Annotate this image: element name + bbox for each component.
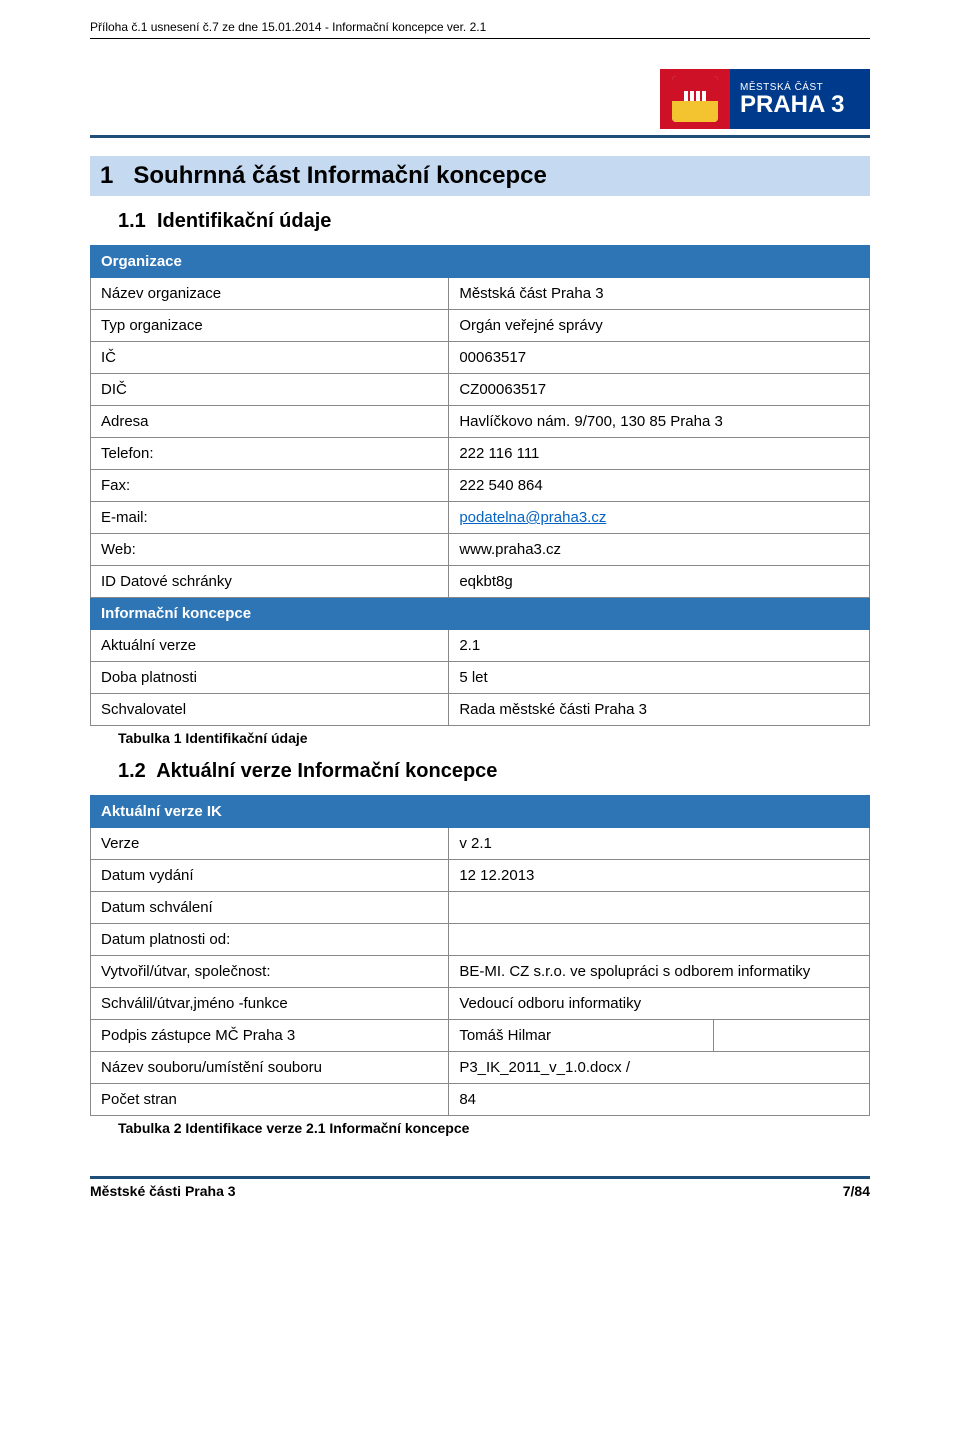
table-row: DIČCZ00063517 <box>91 374 870 406</box>
header-rule <box>90 38 870 39</box>
cell-key: DIČ <box>91 374 449 406</box>
cell-key: IČ <box>91 342 449 374</box>
logo-coat-of-arms <box>660 69 730 129</box>
table-row: ID Datové schránkyeqkbt8g <box>91 566 870 598</box>
current-version-table: Aktuální verze IKVerzev 2.1Datum vydání1… <box>90 795 870 1116</box>
table-row: Doba platnosti5 let <box>91 662 870 694</box>
table-row: Aktuální verze2.1 <box>91 630 870 662</box>
cell-key: Název souboru/umístění souboru <box>91 1052 449 1084</box>
table-row: Datum schválení <box>91 892 870 924</box>
table-row: Schválil/útvar,jméno -funkceVedoucí odbo… <box>91 988 870 1020</box>
cell-key: Počet stran <box>91 1084 449 1116</box>
email-link[interactable]: podatelna@praha3.cz <box>459 509 606 526</box>
cell-key: Schvalovatel <box>91 694 449 726</box>
table-row: Verzev 2.1 <box>91 828 870 860</box>
subsection-number: 1.1 <box>118 210 146 232</box>
identification-table: OrganizaceNázev organizaceMěstská část P… <box>90 245 870 726</box>
cell-key: Název organizace <box>91 278 449 310</box>
logo-title: PRAHA 3 <box>740 93 870 117</box>
table1-caption: Tabulka 1 Identifikační údaje <box>118 730 870 746</box>
table-row: Počet stran84 <box>91 1084 870 1116</box>
cell-value: 12 12.2013 <box>449 860 870 892</box>
cell-value: 5 let <box>449 662 870 694</box>
cell-key: ID Datové schránky <box>91 566 449 598</box>
cell-value <box>449 892 870 924</box>
top-thick-rule <box>90 135 870 138</box>
table-row: Datum platnosti od: <box>91 924 870 956</box>
cell-key: E-mail: <box>91 502 449 534</box>
table-row: Datum vydání12 12.2013 <box>91 860 870 892</box>
table-row: Název souboru/umístění souboruP3_IK_2011… <box>91 1052 870 1084</box>
cell-key: Adresa <box>91 406 449 438</box>
table-section-header: Informační koncepce <box>91 598 870 630</box>
cell-key: Typ organizace <box>91 310 449 342</box>
cell-value: eqkbt8g <box>449 566 870 598</box>
table-row: IČ00063517 <box>91 342 870 374</box>
table-row: Vytvořil/útvar, společnost:BE-MI. CZ s.r… <box>91 956 870 988</box>
subsection-1-2: 1.2 Aktuální verze Informační koncepce <box>118 760 870 783</box>
cell-value: 222 540 864 <box>449 470 870 502</box>
cell-value: 222 116 111 <box>449 438 870 470</box>
subsection-title: Aktuální verze Informační koncepce <box>156 760 497 782</box>
cell-value: v 2.1 <box>449 828 870 860</box>
table-section-header: Aktuální verze IK <box>91 796 870 828</box>
signature-row: Podpis zástupce MČ Praha 3Tomáš Hilmar <box>91 1020 870 1052</box>
cell-value: Tomáš Hilmar <box>449 1020 714 1052</box>
cell-value: BE-MI. CZ s.r.o. ve spolupráci s odborem… <box>449 956 870 988</box>
table-row: Název organizaceMěstská část Praha 3 <box>91 278 870 310</box>
cell-value: P3_IK_2011_v_1.0.docx / <box>449 1052 870 1084</box>
subsection-number: 1.2 <box>118 760 146 782</box>
cell-value: podatelna@praha3.cz <box>449 502 870 534</box>
subsection-1-1: 1.1 Identifikační údaje <box>118 210 870 233</box>
cell-value: www.praha3.cz <box>449 534 870 566</box>
footer-page-number: 7/84 <box>843 1183 870 1199</box>
signature-cell <box>714 1020 870 1052</box>
cell-key: Vytvořil/útvar, společnost: <box>91 956 449 988</box>
cell-key: Web: <box>91 534 449 566</box>
cell-key: Datum schválení <box>91 892 449 924</box>
table-row: E-mail: podatelna@praha3.cz <box>91 502 870 534</box>
cell-key: Telefon: <box>91 438 449 470</box>
praha3-logo: MĚSTSKÁ ČÁST PRAHA 3 <box>660 69 870 129</box>
table-row: AdresaHavlíčkovo nám. 9/700, 130 85 Prah… <box>91 406 870 438</box>
cell-value: 00063517 <box>449 342 870 374</box>
page-header-note: Příloha č.1 usnesení č.7 ze dne 15.01.20… <box>90 20 870 34</box>
table-row: Web:www.praha3.cz <box>91 534 870 566</box>
cell-key: Datum platnosti od: <box>91 924 449 956</box>
table-row: Telefon:222 116 111 <box>91 438 870 470</box>
cell-value: Vedoucí odboru informatiky <box>449 988 870 1020</box>
cell-key: Verze <box>91 828 449 860</box>
table2-caption: Tabulka 2 Identifikace verze 2.1 Informa… <box>118 1120 870 1136</box>
cell-value <box>449 924 870 956</box>
section-title: Souhrnná část Informační koncepce <box>133 162 546 189</box>
section-1-header: 1 Souhrnná část Informační koncepce <box>90 156 870 196</box>
cell-value: 2.1 <box>449 630 870 662</box>
cell-key: Podpis zástupce MČ Praha 3 <box>91 1020 449 1052</box>
table-row: SchvalovatelRada městské části Praha 3 <box>91 694 870 726</box>
cell-key: Doba platnosti <box>91 662 449 694</box>
cell-value: Městská část Praha 3 <box>449 278 870 310</box>
table-section-header: Organizace <box>91 246 870 278</box>
cell-key: Aktuální verze <box>91 630 449 662</box>
cell-value: CZ00063517 <box>449 374 870 406</box>
cell-key: Datum vydání <box>91 860 449 892</box>
footer-left: Městské části Praha 3 <box>90 1183 236 1199</box>
table-row: Fax:222 540 864 <box>91 470 870 502</box>
cell-key: Fax: <box>91 470 449 502</box>
table-row: Typ organizaceOrgán veřejné správy <box>91 310 870 342</box>
cell-value: Orgán veřejné správy <box>449 310 870 342</box>
cell-value: Havlíčkovo nám. 9/700, 130 85 Praha 3 <box>449 406 870 438</box>
cell-key: Schválil/útvar,jméno -funkce <box>91 988 449 1020</box>
subsection-title: Identifikační údaje <box>157 210 331 232</box>
footer-rule <box>90 1176 870 1179</box>
logo-container: MĚSTSKÁ ČÁST PRAHA 3 <box>90 69 870 129</box>
section-number: 1 <box>100 162 113 189</box>
cell-value: Rada městské části Praha 3 <box>449 694 870 726</box>
cell-value: 84 <box>449 1084 870 1116</box>
